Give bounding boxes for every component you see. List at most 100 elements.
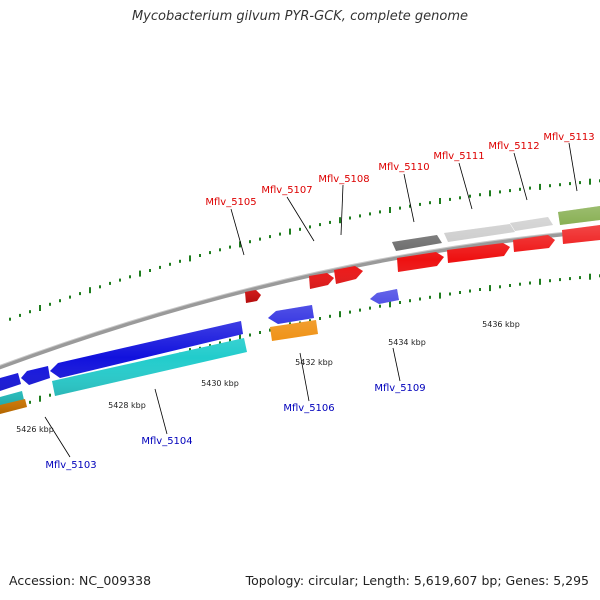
outer-ring-tick	[259, 237, 261, 241]
outer-ring-tick	[379, 210, 381, 214]
inner-ring-tick	[269, 328, 271, 332]
gene-label-mflv-5113[interactable]: Mflv_5113	[543, 132, 594, 143]
leader-mflv-5112	[513, 152, 528, 201]
outer-ring-tick	[369, 212, 371, 216]
outer-ring-tick	[479, 193, 481, 197]
inner-ring-tick	[379, 304, 381, 308]
outer-ring-tick	[409, 204, 411, 208]
leader-mflv-5108	[340, 184, 344, 236]
outer-ring-tick	[489, 190, 491, 197]
outer-ring-tick	[89, 287, 91, 294]
gene-label-mflv-5111[interactable]: Mflv_5111	[433, 151, 484, 162]
leader-mflv-5103	[44, 416, 71, 458]
inner-ring-tick	[529, 281, 531, 285]
outer-ring-tick	[119, 278, 121, 282]
outer-ring-tick	[229, 245, 231, 249]
inner-ring-tick	[429, 295, 431, 299]
outer-ring-tick	[169, 262, 171, 266]
outer-ring-tick	[109, 281, 111, 285]
outer-ring-tick	[589, 178, 591, 185]
inner-ring-tick	[419, 297, 421, 301]
inner-ring-tick	[389, 301, 391, 308]
outer-ring-tick	[99, 285, 101, 289]
coordinate-labels: 5426 kbp 5428 kbp 5430 kbp 5432 kbp 5434…	[16, 320, 520, 434]
coordinate-label-5434: 5434 kbp	[388, 338, 426, 347]
backbone-highlight	[0, 228, 600, 366]
outer-ring-tick	[329, 220, 331, 224]
inner-ring-tick	[459, 291, 461, 294]
forward-shading	[245, 206, 600, 303]
gene-label-mflv-5106[interactable]: Mflv_5106	[283, 403, 334, 414]
inner-ring-tick	[329, 314, 331, 318]
outer-ring-tick	[289, 228, 291, 235]
outer-ring-tick	[519, 187, 521, 191]
backbone	[0, 228, 600, 370]
outer-ring-tick	[179, 259, 181, 263]
inner-ring-tick	[339, 311, 341, 318]
forward-gene-labels: Mflv_5105 Mflv_5107 Mflv_5108 Mflv_5110 …	[205, 132, 594, 208]
leader-mflv-5111	[458, 162, 473, 210]
outer-ring-tick	[139, 270, 141, 277]
map-title: Mycobacterium gilvum PYR-GCK, complete g…	[131, 9, 469, 24]
outer-ring-tick	[339, 217, 341, 224]
outer-ring-tick	[79, 292, 81, 296]
outer-ring-tick	[449, 197, 451, 201]
outer-ring-tick	[159, 265, 161, 269]
outer-ring-tick	[59, 299, 61, 303]
outer-ring-tick	[509, 189, 511, 193]
reverse-gene-labels: Mflv_5103 Mflv_5104 Mflv_5106 Mflv_5109	[45, 383, 425, 471]
gene-label-mflv-5105[interactable]: Mflv_5105	[205, 197, 256, 208]
outer-ring-tick	[219, 248, 221, 252]
inner-ring-tick	[579, 276, 581, 280]
inner-ring-tick	[249, 333, 251, 337]
inner-ring-tick	[439, 292, 441, 299]
inner-ring-tick	[399, 301, 401, 304]
outer-ring-tick	[49, 302, 51, 306]
leader-mflv-5113	[568, 142, 578, 192]
inner-ring-tick	[29, 400, 31, 404]
coordinate-label-5430: 5430 kbp	[201, 379, 239, 388]
gene-label-mflv-5109[interactable]: Mflv_5109	[374, 383, 425, 394]
backbone-line	[0, 228, 600, 370]
coordinate-label-5428: 5428 kbp	[108, 401, 146, 410]
outer-ring-tick	[529, 186, 531, 190]
inner-ring-tick	[219, 341, 221, 345]
inner-ring-tick	[39, 395, 41, 402]
inner-ring-tick	[209, 344, 211, 348]
outer-ring-tick	[29, 310, 31, 314]
outer-ring-tick	[439, 198, 441, 204]
outer-ring-tick	[269, 235, 271, 239]
outer-ring-tick	[579, 181, 581, 185]
reverse-features	[0, 289, 399, 414]
inner-ring-tick	[549, 279, 551, 283]
outer-ring-tick	[469, 194, 471, 198]
coordinate-label-5426: 5426 kbp	[16, 425, 54, 434]
outer-ring-tick	[69, 295, 71, 299]
outer-ring-tick	[359, 214, 361, 218]
inner-ring-tick	[589, 273, 591, 280]
gene-label-mflv-5112[interactable]: Mflv_5112	[488, 141, 539, 152]
outer-ring-tick	[209, 251, 211, 255]
gene-label-mflv-5103[interactable]: Mflv_5103	[45, 460, 96, 471]
outer-ring-tick	[399, 206, 401, 210]
leader-mflv-5110	[403, 173, 415, 223]
inner-ring-tick	[489, 285, 491, 292]
inner-ring-tick	[349, 310, 351, 314]
outer-ring-tick	[239, 241, 241, 248]
outer-ring-tick	[279, 232, 281, 236]
inner-ring-tick	[509, 284, 511, 287]
outer-ring-tick	[349, 216, 351, 220]
inner-ring-tick	[569, 277, 571, 281]
outer-ring-tick	[129, 275, 131, 279]
gene-label-mflv-5110[interactable]: Mflv_5110	[378, 162, 429, 173]
gene-label-mflv-5107[interactable]: Mflv_5107	[261, 185, 312, 196]
leader-mflv-5104	[154, 388, 168, 435]
gene-label-mflv-5104[interactable]: Mflv_5104	[141, 436, 192, 447]
gene-label-mflv-5108[interactable]: Mflv_5108	[318, 174, 369, 185]
outer-ring-tick	[199, 254, 201, 257]
coordinate-label-5432: 5432 kbp	[295, 358, 333, 367]
outer-ring-tick	[249, 240, 251, 244]
reverse-shading	[0, 289, 399, 414]
forward-features	[245, 206, 600, 303]
outer-ring-tick	[309, 225, 311, 229]
